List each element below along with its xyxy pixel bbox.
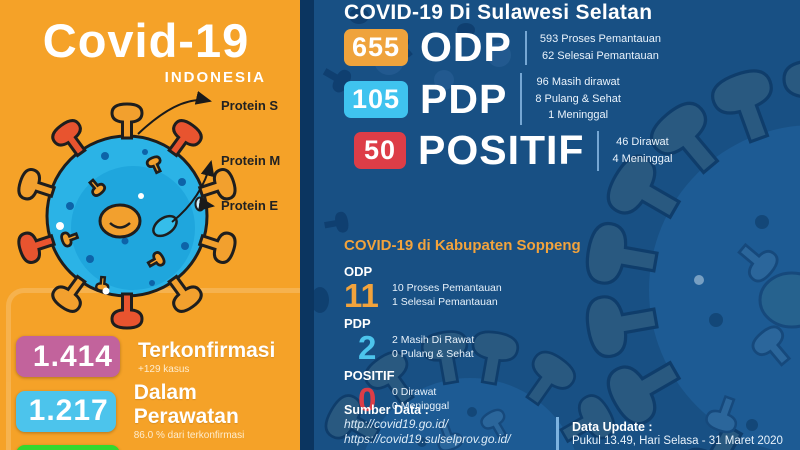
sulawesi-title: COVID-19 Di Sulawesi Selatan <box>344 1 653 24</box>
dalam-perawatan-value-badge: 1.217 <box>16 390 116 432</box>
soppeng-section: COVID-19 di Kabupaten Soppeng ODP 11 10 … <box>344 237 581 420</box>
virus-diagram: Protein S Protein M Protein E <box>14 91 280 330</box>
soppeng-pdp-label: PDP <box>344 316 371 331</box>
pdp-details: 96 Masih dirawat 8 Pulang & Sehat 1 Meni… <box>535 76 621 122</box>
protein-s-label: Protein S <box>221 98 278 113</box>
pdp-value-badge: 105 <box>344 80 408 118</box>
positif-divider-line <box>597 130 600 171</box>
sembuh-label: Sembuh <box>138 448 243 450</box>
panel-divider <box>300 0 314 450</box>
protein-arrows <box>137 91 215 223</box>
soppeng-positif-value: 0 <box>358 381 377 418</box>
soppeng-odp-group: ODP 11 10 Proses Pemantauan 1 Selesai Pe… <box>344 264 581 312</box>
terkonfirmasi-sublabel: +129 kasus <box>138 363 190 375</box>
terkonfirmasi-label: Terkonfirmasi <box>138 338 276 362</box>
soppeng-odp-value: 11 <box>344 277 379 314</box>
soppeng-odp-label: ODP <box>344 264 373 279</box>
odp-label: ODP <box>420 24 512 70</box>
odp-value-badge: 655 <box>344 29 408 66</box>
source-url-covid19: http://covid19.go.id/ <box>344 417 449 431</box>
pdp-divider-line <box>520 73 523 125</box>
province-stats: 655 ODP 593 Proses Pemantauan 62 Selesai… <box>344 27 672 171</box>
soppeng-odp-details: 10 Proses Pemantauan 1 Selesai Pemantaua… <box>392 282 502 309</box>
protein-e-arrow <box>198 197 215 211</box>
data-update-block: Data Update : Pukul 13.49, Hari Selasa -… <box>556 417 783 450</box>
protein-m-arrow <box>171 160 215 223</box>
sulawesi-panel: COVID-19 Di Sulawesi Selatan 655 ODP 593… <box>314 0 800 450</box>
odp-details: 593 Proses Pemantauan 62 Selesai Pemanta… <box>539 33 661 62</box>
terkonfirmasi-value-badge: 1.414 <box>16 336 120 377</box>
dalam-perawatan-label: Dalam Perawatan <box>133 381 239 428</box>
soppeng-positif-label: POSITIF <box>344 368 395 383</box>
pdp-row: 105 PDP 96 Masih dirawat 8 Pulang & Seha… <box>344 73 672 125</box>
source-url-sulselprov: https://covid19.sulselprov.go.id/ <box>344 432 511 446</box>
positif-value-badge: 50 <box>354 132 406 169</box>
protein-e-label: Protein E <box>221 198 278 213</box>
dalam-perawatan-sublabel: 86.0 % dari terkonfirmasi <box>133 430 245 441</box>
stat-row-dalam-perawatan: 1.217 Dalam Perawatan 86.0 % dari terkon… <box>16 381 300 441</box>
odp-divider-line <box>524 30 527 65</box>
indonesia-stats: 1.414 Terkonfirmasi +129 kasus 1.217 Dal… <box>16 336 300 450</box>
source-data-label: Sumber Data : <box>344 403 429 417</box>
soppeng-pdp-group: PDP 2 2 Masih Di Rawat 0 Pulang & Sehat <box>344 316 581 364</box>
data-update-value: Pukul 13.49, Hari Selasa - 31 Maret 2020 <box>572 435 783 447</box>
soppeng-positif-details: 0 Dirawat 0 Meninggal <box>392 386 450 413</box>
positif-label: POSITIF <box>418 127 585 173</box>
soppeng-title: COVID-19 di Kabupaten Soppeng <box>344 237 581 254</box>
positif-details: 46 Dirawat 4 Meninggal <box>612 136 673 165</box>
pdp-label: PDP <box>420 75 508 122</box>
sembuh-value-badge: 75 <box>16 445 120 450</box>
soppeng-pdp-details: 2 Masih Di Rawat 0 Pulang & Sehat <box>392 334 475 361</box>
data-update-label: Data Update : <box>572 420 653 434</box>
virus-body-illustration <box>14 102 240 330</box>
covid-title: Covid-19 <box>42 14 250 67</box>
stat-row-sembuh: 75 Sembuh 5.3 % dari terkonfirmasi <box>16 445 300 450</box>
positif-row: 50 POSITIF 46 Dirawat 4 Meninggal <box>344 130 672 171</box>
soppeng-positif-group: POSITIF 0 0 Dirawat 0 Meninggal <box>344 368 581 416</box>
background-virus-decoration <box>314 8 800 450</box>
protein-m-label: Protein M <box>221 153 280 168</box>
indonesia-subtitle: INDONESIA <box>164 69 266 86</box>
odp-row: 655 ODP 593 Proses Pemantauan 62 Selesai… <box>344 27 672 68</box>
protein-s-arrow <box>137 91 212 135</box>
left-header: Covid-19 INDONESIA <box>20 0 272 86</box>
stat-row-terkonfirmasi: 1.414 Terkonfirmasi +129 kasus <box>16 336 300 377</box>
source-data-block: Sumber Data : http://covid19.go.id/ http… <box>344 403 511 447</box>
indonesia-panel: Covid-19 INDONESIA <box>0 0 300 450</box>
soppeng-pdp-value: 2 <box>358 329 377 366</box>
